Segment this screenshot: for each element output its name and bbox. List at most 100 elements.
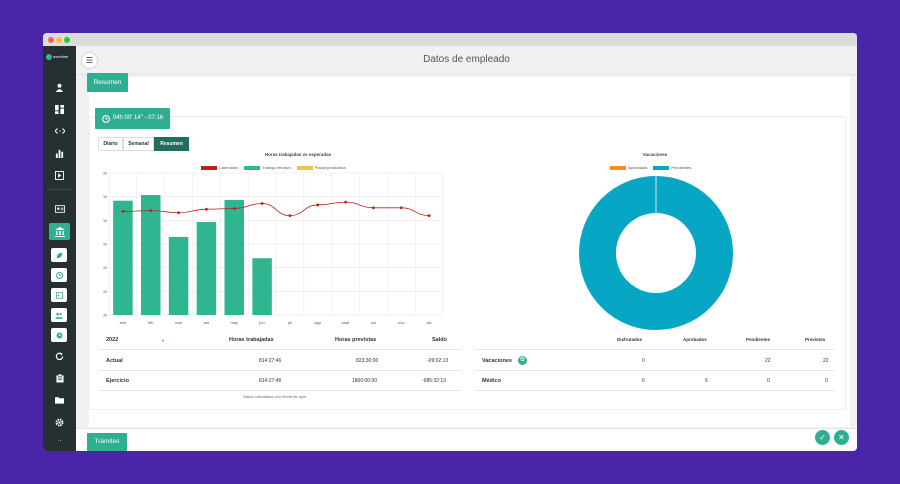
- leaf-icon[interactable]: [51, 248, 67, 262]
- logo-text: overtime: [53, 54, 69, 59]
- close-window-dot[interactable]: [48, 37, 54, 43]
- users-icon[interactable]: [51, 308, 67, 322]
- timer-label: 04h 00' 14" - 07:16: [112, 115, 164, 121]
- column-header: Saldo: [432, 337, 447, 343]
- line-point: [205, 207, 208, 211]
- cell-value: 1800:00:00: [352, 378, 378, 384]
- legend-label: Trabajo efectivo: [262, 165, 291, 170]
- table-row: Médico 6 6 0 0: [475, 372, 835, 391]
- cell-value: 22: [823, 358, 829, 364]
- vacation-table: Disfrutados Aprobados Pendientes Previst…: [475, 331, 835, 391]
- line-point: [149, 209, 153, 213]
- line-point: [177, 211, 180, 215]
- legend-label: Aprobadas: [628, 165, 648, 170]
- column-header: Aprobados: [683, 337, 707, 342]
- maximize-window-dot[interactable]: [64, 37, 70, 43]
- donut-chart-legend: Aprobadas Pendientes: [610, 165, 691, 170]
- legend-swatch: [244, 165, 261, 170]
- x-tick-label: dic: [427, 320, 432, 325]
- segment-semanal[interactable]: Semanal: [123, 137, 154, 151]
- legend-label: Calendario: [219, 165, 239, 170]
- line-point: [121, 209, 125, 213]
- legend-pausa-productiva[interactable]: Pausa productiva: [296, 165, 346, 170]
- row-label: Actual: [106, 358, 123, 364]
- tab-tramites[interactable]: Trámites: [87, 433, 127, 451]
- x-tick-label: oct: [371, 320, 377, 325]
- confirm-button[interactable]: ✓: [815, 430, 830, 445]
- id-badge-icon[interactable]: [51, 288, 67, 302]
- segment-diario[interactable]: Diario: [98, 137, 123, 151]
- list-menu-icon[interactable]: ☰: [82, 53, 97, 68]
- page-title: Datos de empleado: [423, 54, 510, 65]
- x-tick-label: nov: [398, 320, 404, 325]
- dashboard-icon[interactable]: [49, 102, 70, 116]
- timer-button[interactable]: 04h 00' 14" - 07:16: [95, 108, 170, 129]
- bank-icon[interactable]: [49, 223, 70, 240]
- line-point: [260, 202, 264, 205]
- y-tick-label: 00:00:00: [103, 313, 108, 318]
- year-select[interactable]: 2022: [106, 337, 119, 343]
- clock-icon: [101, 114, 110, 123]
- legend-aprobadas[interactable]: Aprobadas: [610, 165, 647, 170]
- bar: [224, 199, 244, 315]
- segment-resumen[interactable]: Resumen: [154, 137, 189, 151]
- column-header: Previstos: [805, 337, 826, 342]
- folder-icon[interactable]: [49, 393, 70, 407]
- vacation-table-header: Disfrutados Aprobados Pendientes Previst…: [475, 331, 835, 350]
- donut-chart: [579, 176, 733, 330]
- leaf-icon[interactable]: ✿: [518, 356, 527, 365]
- title-bar: [43, 33, 857, 46]
- reload-icon[interactable]: [49, 349, 70, 363]
- line-point: [399, 206, 403, 210]
- id-card-icon[interactable]: [49, 202, 70, 216]
- legend-swatch: [653, 165, 670, 170]
- logo: overtime: [45, 54, 75, 62]
- legend-label: Pendientes: [671, 165, 692, 170]
- clock-icon[interactable]: [51, 268, 67, 282]
- legend-pendientes[interactable]: Pendientes: [653, 165, 691, 170]
- line-point: [427, 214, 431, 217]
- bar: [252, 258, 272, 315]
- sidebar: overtime: [43, 46, 76, 451]
- chevron-down-icon[interactable]: ▼: [161, 338, 165, 343]
- more-icon[interactable]: ··: [57, 438, 62, 444]
- play-icon[interactable]: [49, 168, 70, 182]
- x-tick-label: feb: [148, 320, 154, 325]
- donut-chart-title: Vacaciones: [642, 152, 668, 157]
- close-icon: ✕: [838, 433, 845, 442]
- x-tick-label: may: [230, 320, 238, 325]
- minimize-window-dot[interactable]: [56, 37, 62, 43]
- bar-chart-icon[interactable]: [49, 146, 70, 160]
- legend-trabajo-efectivo[interactable]: Trabajo efectivo: [244, 165, 291, 170]
- bar-chart-legend: Calendario Trabajo efectivo Pausa produc…: [201, 165, 346, 170]
- legend-calendario[interactable]: Calendario: [201, 165, 238, 170]
- cell-value: 823:30:00: [356, 358, 379, 364]
- x-tick-label: ago: [314, 320, 321, 325]
- user-icon[interactable]: [49, 80, 70, 94]
- cell-value: 814:27:46: [259, 378, 282, 384]
- row-label: Vacaciones: [482, 358, 512, 364]
- table-row: Ejercicio 814:27:46 1800:00:00 -985:32:1…: [99, 372, 461, 391]
- column-header: Horas previstas: [335, 337, 377, 343]
- legend-swatch: [201, 165, 217, 170]
- footnote: Datos calculados con fecha de ayer: [243, 394, 307, 399]
- history-icon[interactable]: [51, 328, 67, 342]
- cell-value: 22: [765, 358, 771, 364]
- gear-icon[interactable]: [49, 415, 70, 429]
- y-tick-label: 100:00:00: [103, 242, 108, 247]
- clipboard-icon[interactable]: [49, 371, 70, 385]
- x-tick-label: mar: [175, 320, 183, 325]
- cancel-button[interactable]: ✕: [834, 430, 849, 445]
- tab-resumen[interactable]: Resumen: [87, 73, 128, 92]
- code-icon[interactable]: [49, 124, 70, 138]
- line-point: [288, 214, 292, 217]
- x-tick-label: ene: [120, 320, 127, 325]
- cell-value: 0: [825, 378, 828, 384]
- legend-swatch: [296, 165, 313, 170]
- x-tick-label: jul: [287, 320, 292, 325]
- bottom-bar: [76, 428, 857, 451]
- sidebar-divider: [47, 189, 72, 190]
- row-label: Médico: [482, 378, 501, 384]
- logo-mark-icon: [46, 54, 52, 60]
- top-bar: ☰ Datos de empleado: [76, 46, 857, 75]
